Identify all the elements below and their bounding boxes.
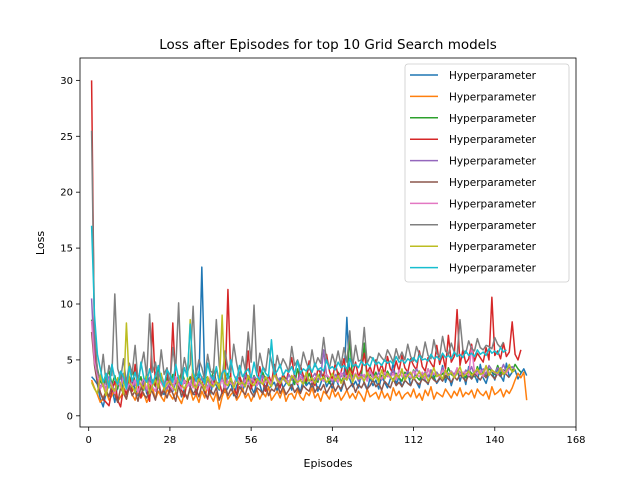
y-tick-label: 25	[60, 132, 73, 143]
legend-label-3: Hyperparameter	[449, 113, 537, 125]
y-axis-ticks: 0 5 10 15 20 25 30	[60, 76, 80, 422]
y-tick-label: 15	[60, 244, 73, 255]
x-tick-label: 28	[164, 435, 177, 446]
legend-label-5: Hyperparameter	[449, 156, 537, 168]
series-line-8	[90, 130, 505, 386]
y-tick-label: 0	[67, 411, 73, 422]
legend-label-8: Hyperparameter	[449, 220, 537, 232]
y-axis-label: Loss	[34, 231, 47, 255]
legend-label-1: Hyperparameter	[449, 70, 537, 82]
series-line-10	[90, 225, 507, 390]
x-axis-label: Episodes	[304, 457, 353, 470]
x-tick-label: 0	[86, 435, 92, 446]
plot-frame	[79, 57, 577, 428]
x-tick-label: 112	[404, 435, 423, 446]
legend-label-2: Hyperparameter	[449, 91, 537, 103]
y-tick-label: 30	[60, 76, 73, 87]
legend-label-7: Hyperparameter	[449, 198, 537, 210]
series-line-2	[90, 371, 528, 410]
x-tick-label: 140	[485, 435, 504, 446]
x-tick-label: 56	[245, 435, 258, 446]
plot-lines	[90, 80, 528, 410]
series-line-7	[90, 320, 510, 395]
legend-label-4: Hyperparameter	[449, 134, 537, 146]
x-tick-label: 84	[326, 435, 339, 446]
legend-label-9: Hyperparameter	[449, 241, 537, 253]
legend-box	[404, 63, 570, 283]
chart-title: Loss after Episodes for top 10 Grid Sear…	[159, 37, 497, 53]
series-line-6	[90, 331, 510, 404]
y-tick-label: 5	[67, 355, 73, 366]
series-line-9	[90, 314, 516, 397]
legend-label-10: Hyperparameter	[449, 263, 537, 275]
y-tick-label: 20	[60, 188, 73, 199]
legend-label-6: Hyperparameter	[449, 177, 537, 189]
x-axis-ticks: 0 28 56 84 112 140 168	[86, 427, 586, 446]
y-tick-label: 10	[60, 300, 73, 311]
legend: Hyperparameter Hyperparameter Hyperparamet…	[404, 63, 570, 283]
x-tick-label: 168	[566, 435, 585, 446]
